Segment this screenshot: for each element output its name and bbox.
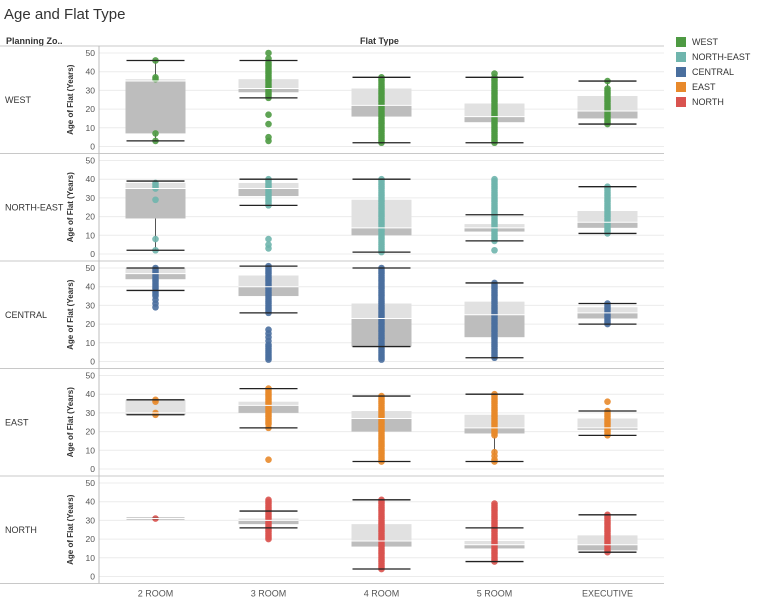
x-tick-label: 3 ROOM <box>251 589 287 599</box>
row-label-north: NORTH <box>5 525 37 535</box>
row-label-west: WEST <box>5 95 32 105</box>
y-tick-label: 40 <box>86 389 96 399</box>
data-point <box>265 137 272 145</box>
y-tick-label: 0 <box>90 249 95 259</box>
legend-item-central[interactable]: CENTRAL <box>676 64 750 79</box>
legend-label: WEST <box>692 36 718 47</box>
y-tick-label: 10 <box>86 230 96 240</box>
legend-label: CENTRAL <box>692 66 735 77</box>
y-tick-label: 0 <box>90 572 95 582</box>
y-tick-label: 50 <box>86 371 96 381</box>
data-point <box>604 398 611 405</box>
column-field-header[interactable]: Flat Type <box>360 36 399 46</box>
data-point <box>265 235 272 243</box>
y-tick-label: 10 <box>86 553 96 563</box>
x-tick-label: 4 ROOM <box>364 589 400 599</box>
y-tick-label: 50 <box>86 478 96 488</box>
legend-item-west[interactable]: WEST <box>676 34 750 49</box>
legend-swatch <box>676 36 686 47</box>
legend-swatch <box>676 51 686 62</box>
y-tick-label: 0 <box>90 142 95 152</box>
data-point <box>378 356 385 363</box>
box-lower <box>125 81 186 134</box>
data-point <box>265 111 272 119</box>
y-tick-label: 0 <box>90 464 95 474</box>
data-point <box>265 245 272 252</box>
y-tick-label: 40 <box>86 497 96 507</box>
data-point <box>265 49 272 57</box>
data-point <box>152 130 159 137</box>
y-tick-label: 30 <box>86 408 96 418</box>
legend: WEST NORTH-EAST CENTRAL EAST NORTH <box>676 34 750 109</box>
y-axis-title: Age of Flat (Years) <box>66 494 75 565</box>
y-axis-title: Age of Flat (Years) <box>66 64 75 135</box>
y-tick-label: 0 <box>90 357 95 367</box>
x-tick-label: 5 ROOM <box>477 589 513 599</box>
y-tick-label: 30 <box>86 515 96 525</box>
y-tick-label: 30 <box>86 300 96 310</box>
legend-label: NORTH <box>692 96 724 107</box>
y-tick-label: 20 <box>86 319 96 329</box>
y-tick-label: 30 <box>86 85 96 95</box>
row-label-east: EAST <box>5 417 29 427</box>
y-axis-title: Age of Flat (Years) <box>66 279 75 350</box>
y-tick-label: 30 <box>86 193 96 203</box>
legend-label: NORTH-EAST <box>692 51 751 62</box>
y-tick-label: 40 <box>86 67 96 77</box>
y-axis-title: Age of Flat (Years) <box>66 387 75 458</box>
legend-item-north[interactable]: NORTH <box>676 94 750 109</box>
y-tick-label: 20 <box>86 534 96 544</box>
row-label-central: CENTRAL <box>5 310 47 320</box>
y-axis-title: Age of Flat (Years) <box>66 172 75 243</box>
data-point <box>152 196 159 204</box>
y-tick-label: 50 <box>86 263 96 273</box>
y-tick-label: 20 <box>86 212 96 222</box>
legend-swatch <box>676 66 686 77</box>
y-tick-label: 50 <box>86 48 96 58</box>
chart-title: Age and Flat Type <box>4 6 126 23</box>
y-tick-label: 20 <box>86 427 96 437</box>
y-tick-label: 20 <box>86 104 96 114</box>
box-upper <box>125 399 186 413</box>
data-point <box>265 456 272 463</box>
y-tick-label: 50 <box>86 156 96 166</box>
legend-label: EAST <box>692 81 716 92</box>
y-tick-label: 40 <box>86 174 96 184</box>
box-lower <box>125 188 186 219</box>
row-field-header[interactable]: Planning Zo.. <box>6 36 63 46</box>
data-point <box>491 246 498 254</box>
y-tick-label: 10 <box>86 445 96 455</box>
data-point <box>265 535 272 543</box>
data-point <box>265 356 272 363</box>
y-tick-label: 40 <box>86 282 96 292</box>
data-point <box>265 120 272 128</box>
legend-item-east[interactable]: EAST <box>676 79 750 94</box>
x-tick-label: EXECUTIVE <box>582 589 633 599</box>
legend-item-north-east[interactable]: NORTH-EAST <box>676 49 750 64</box>
data-point <box>491 432 498 439</box>
data-point <box>152 235 159 243</box>
y-tick-label: 10 <box>86 338 96 348</box>
x-tick-label: 2 ROOM <box>138 589 174 599</box>
row-label-north-east: NORTH-EAST <box>5 202 64 212</box>
data-point <box>152 303 159 311</box>
y-tick-label: 10 <box>86 123 96 133</box>
legend-swatch <box>676 96 686 107</box>
legend-swatch <box>676 81 686 92</box>
